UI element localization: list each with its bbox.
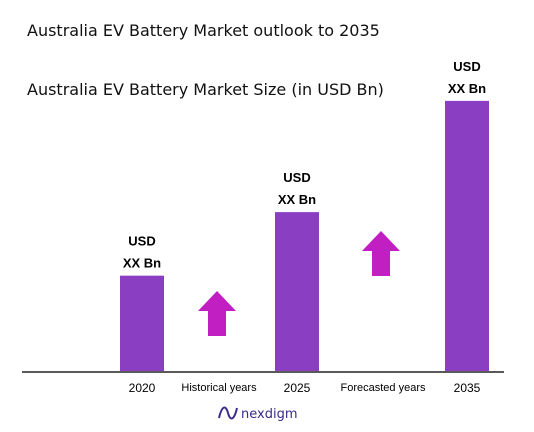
period-annotation-2: Forecasted years (341, 382, 426, 394)
x-tick-label-2035: 2035 (454, 381, 481, 395)
data-label-2035-1: USD (453, 59, 480, 74)
data-label-2035-2: XX Bn (448, 81, 486, 96)
bar-2025 (275, 212, 319, 371)
nexdigm-logo-icon (218, 406, 238, 420)
data-label-2025-2: XX Bn (278, 192, 316, 207)
logo-text: nexdigm (241, 407, 297, 422)
x-tick-label-2025: 2025 (284, 381, 311, 395)
growth-arrow-1-icon (198, 291, 236, 336)
growth-arrow-2-icon (362, 231, 400, 276)
chart-subtitle: Australia EV Battery Market Size (in USD… (27, 80, 384, 99)
data-label-2025-1: USD (283, 170, 310, 185)
chart-title: Australia EV Battery Market outlook to 2… (27, 21, 380, 40)
period-annotation-1: Historical years (181, 382, 257, 394)
data-label-2020-2: XX Bn (123, 256, 161, 271)
bar-2020 (120, 275, 164, 371)
nexdigm-logo: nexdigm (218, 406, 297, 422)
data-label-2020-1: USD (128, 234, 155, 249)
x-tick-label-2020: 2020 (129, 381, 156, 395)
bar-2035 (445, 100, 489, 371)
